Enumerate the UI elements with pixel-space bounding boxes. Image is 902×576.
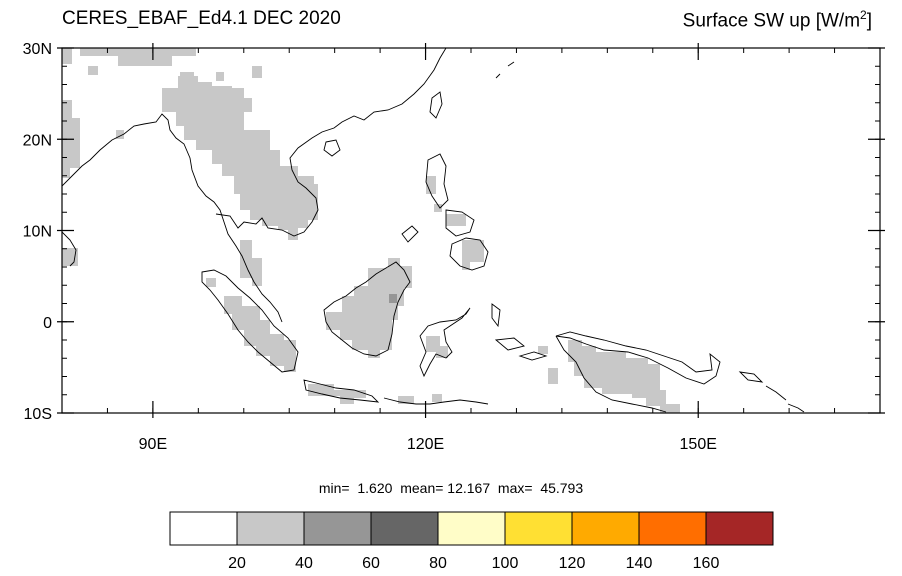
colorbar-swatch xyxy=(638,511,707,546)
shade-visayas xyxy=(446,214,466,226)
shade-cell xyxy=(180,72,194,82)
shade-cell xyxy=(538,346,548,354)
shade-cell xyxy=(116,130,124,139)
colorbar-label: 80 xyxy=(429,555,447,572)
shade-cell xyxy=(432,394,442,402)
colorbar-label: 20 xyxy=(228,555,246,572)
coast-india-south xyxy=(62,231,77,267)
coast-java xyxy=(303,379,380,403)
colorbar-label: 100 xyxy=(492,555,519,572)
colorbar-swatch xyxy=(437,511,506,546)
colorbar-label: 40 xyxy=(295,555,313,572)
colorbar-swatch xyxy=(236,511,305,546)
coast-ne-islands xyxy=(495,73,501,79)
unit-exponent: 2 xyxy=(860,8,867,22)
shade-cell xyxy=(252,66,262,78)
coast-seram xyxy=(494,337,525,351)
coast-luzon xyxy=(425,153,449,209)
coast-sumatra xyxy=(201,269,299,373)
stat-max-value: 45.793 xyxy=(540,480,584,496)
shade-borneo xyxy=(326,258,412,358)
map-title: CERES_EBAF_Ed4.1 DEC 2020 xyxy=(62,8,341,29)
stat-min-label: min= xyxy=(318,480,350,496)
stat-mean-value: 12.167 xyxy=(447,480,491,496)
coast-mindanao xyxy=(449,237,489,271)
coast-newguinea-south xyxy=(555,335,667,413)
coast-newguinea xyxy=(555,331,721,385)
colorbar-label: 160 xyxy=(693,555,720,572)
variable-title: Surface SW up [W/m2] xyxy=(683,8,872,32)
coast-halmahera xyxy=(491,303,501,328)
variable-title-text: Surface SW up [W/m xyxy=(682,10,861,32)
coast-indochina xyxy=(215,48,447,237)
shade-north-strip xyxy=(80,48,196,66)
shade-cell xyxy=(548,368,558,384)
colorbar-label: 140 xyxy=(626,555,653,572)
shade-cell xyxy=(398,396,414,404)
lon-tick-label: 150E xyxy=(680,436,717,453)
shade-cell xyxy=(62,48,72,64)
lon-tick-label: 90E xyxy=(139,436,167,453)
variable-title-end: ] xyxy=(866,10,872,32)
coast-solomon2 xyxy=(787,403,805,413)
colorbar-swatch xyxy=(169,511,238,546)
shade-indochina xyxy=(162,76,318,240)
shade-malay xyxy=(240,240,262,286)
coast-visayas xyxy=(445,209,475,237)
stat-mean-label: mean= xyxy=(400,480,444,496)
colorbar-swatch xyxy=(370,511,439,546)
coast-taiwan xyxy=(429,91,443,119)
coast-new-britain xyxy=(738,371,764,383)
lat-tick-label: 0 xyxy=(43,315,52,332)
colorbar-swatch xyxy=(504,511,573,546)
coast-sulawesi xyxy=(419,307,471,378)
colorbar-label: 60 xyxy=(362,555,380,572)
stats-line: min= 1.620 mean= 12.167 max= 45.793 xyxy=(0,480,902,496)
shade-cell xyxy=(434,204,442,212)
shade-newguinea xyxy=(568,340,680,413)
shade-level-40-cell xyxy=(389,294,397,303)
shade-cell xyxy=(88,66,98,75)
lat-tick-label: 10S xyxy=(24,406,52,423)
coast-timor xyxy=(518,351,548,361)
coast-lesser-sunda xyxy=(383,397,489,405)
coast-india xyxy=(62,113,283,323)
coast-ne-islands2 xyxy=(507,61,515,67)
coast-solomon xyxy=(765,385,787,401)
stat-min-value: 1.620 xyxy=(357,480,393,496)
shade-mindanao xyxy=(462,240,484,270)
map-axes: 30N 20N 10N 0 10S 90E 120E 150E xyxy=(23,41,885,453)
shaded-cells xyxy=(62,48,680,413)
colorbar-swatch xyxy=(571,511,640,546)
coast-hainan xyxy=(323,139,341,157)
lat-tick-label: 20N xyxy=(23,132,52,149)
shade-sumatra xyxy=(224,296,296,372)
shade-cell xyxy=(206,278,216,287)
shade-java xyxy=(308,384,366,404)
colorbar-label: 120 xyxy=(559,555,586,572)
coast-mindoro xyxy=(401,225,419,243)
shade-cell xyxy=(216,72,224,81)
colorbar: 20 40 60 80 100 120 140 160 xyxy=(169,511,774,572)
lat-tick-label: 30N xyxy=(23,41,52,58)
lat-tick-label: 10N xyxy=(23,224,52,241)
lon-tick-label: 120E xyxy=(407,436,444,453)
colorbar-swatch xyxy=(303,511,372,546)
stat-max-label: max= xyxy=(497,480,533,496)
shade-luzon xyxy=(426,176,436,194)
coast-borneo xyxy=(323,261,411,357)
colorbar-swatch xyxy=(705,511,774,546)
shade-sulawesi xyxy=(426,336,448,358)
coastlines xyxy=(62,48,805,413)
